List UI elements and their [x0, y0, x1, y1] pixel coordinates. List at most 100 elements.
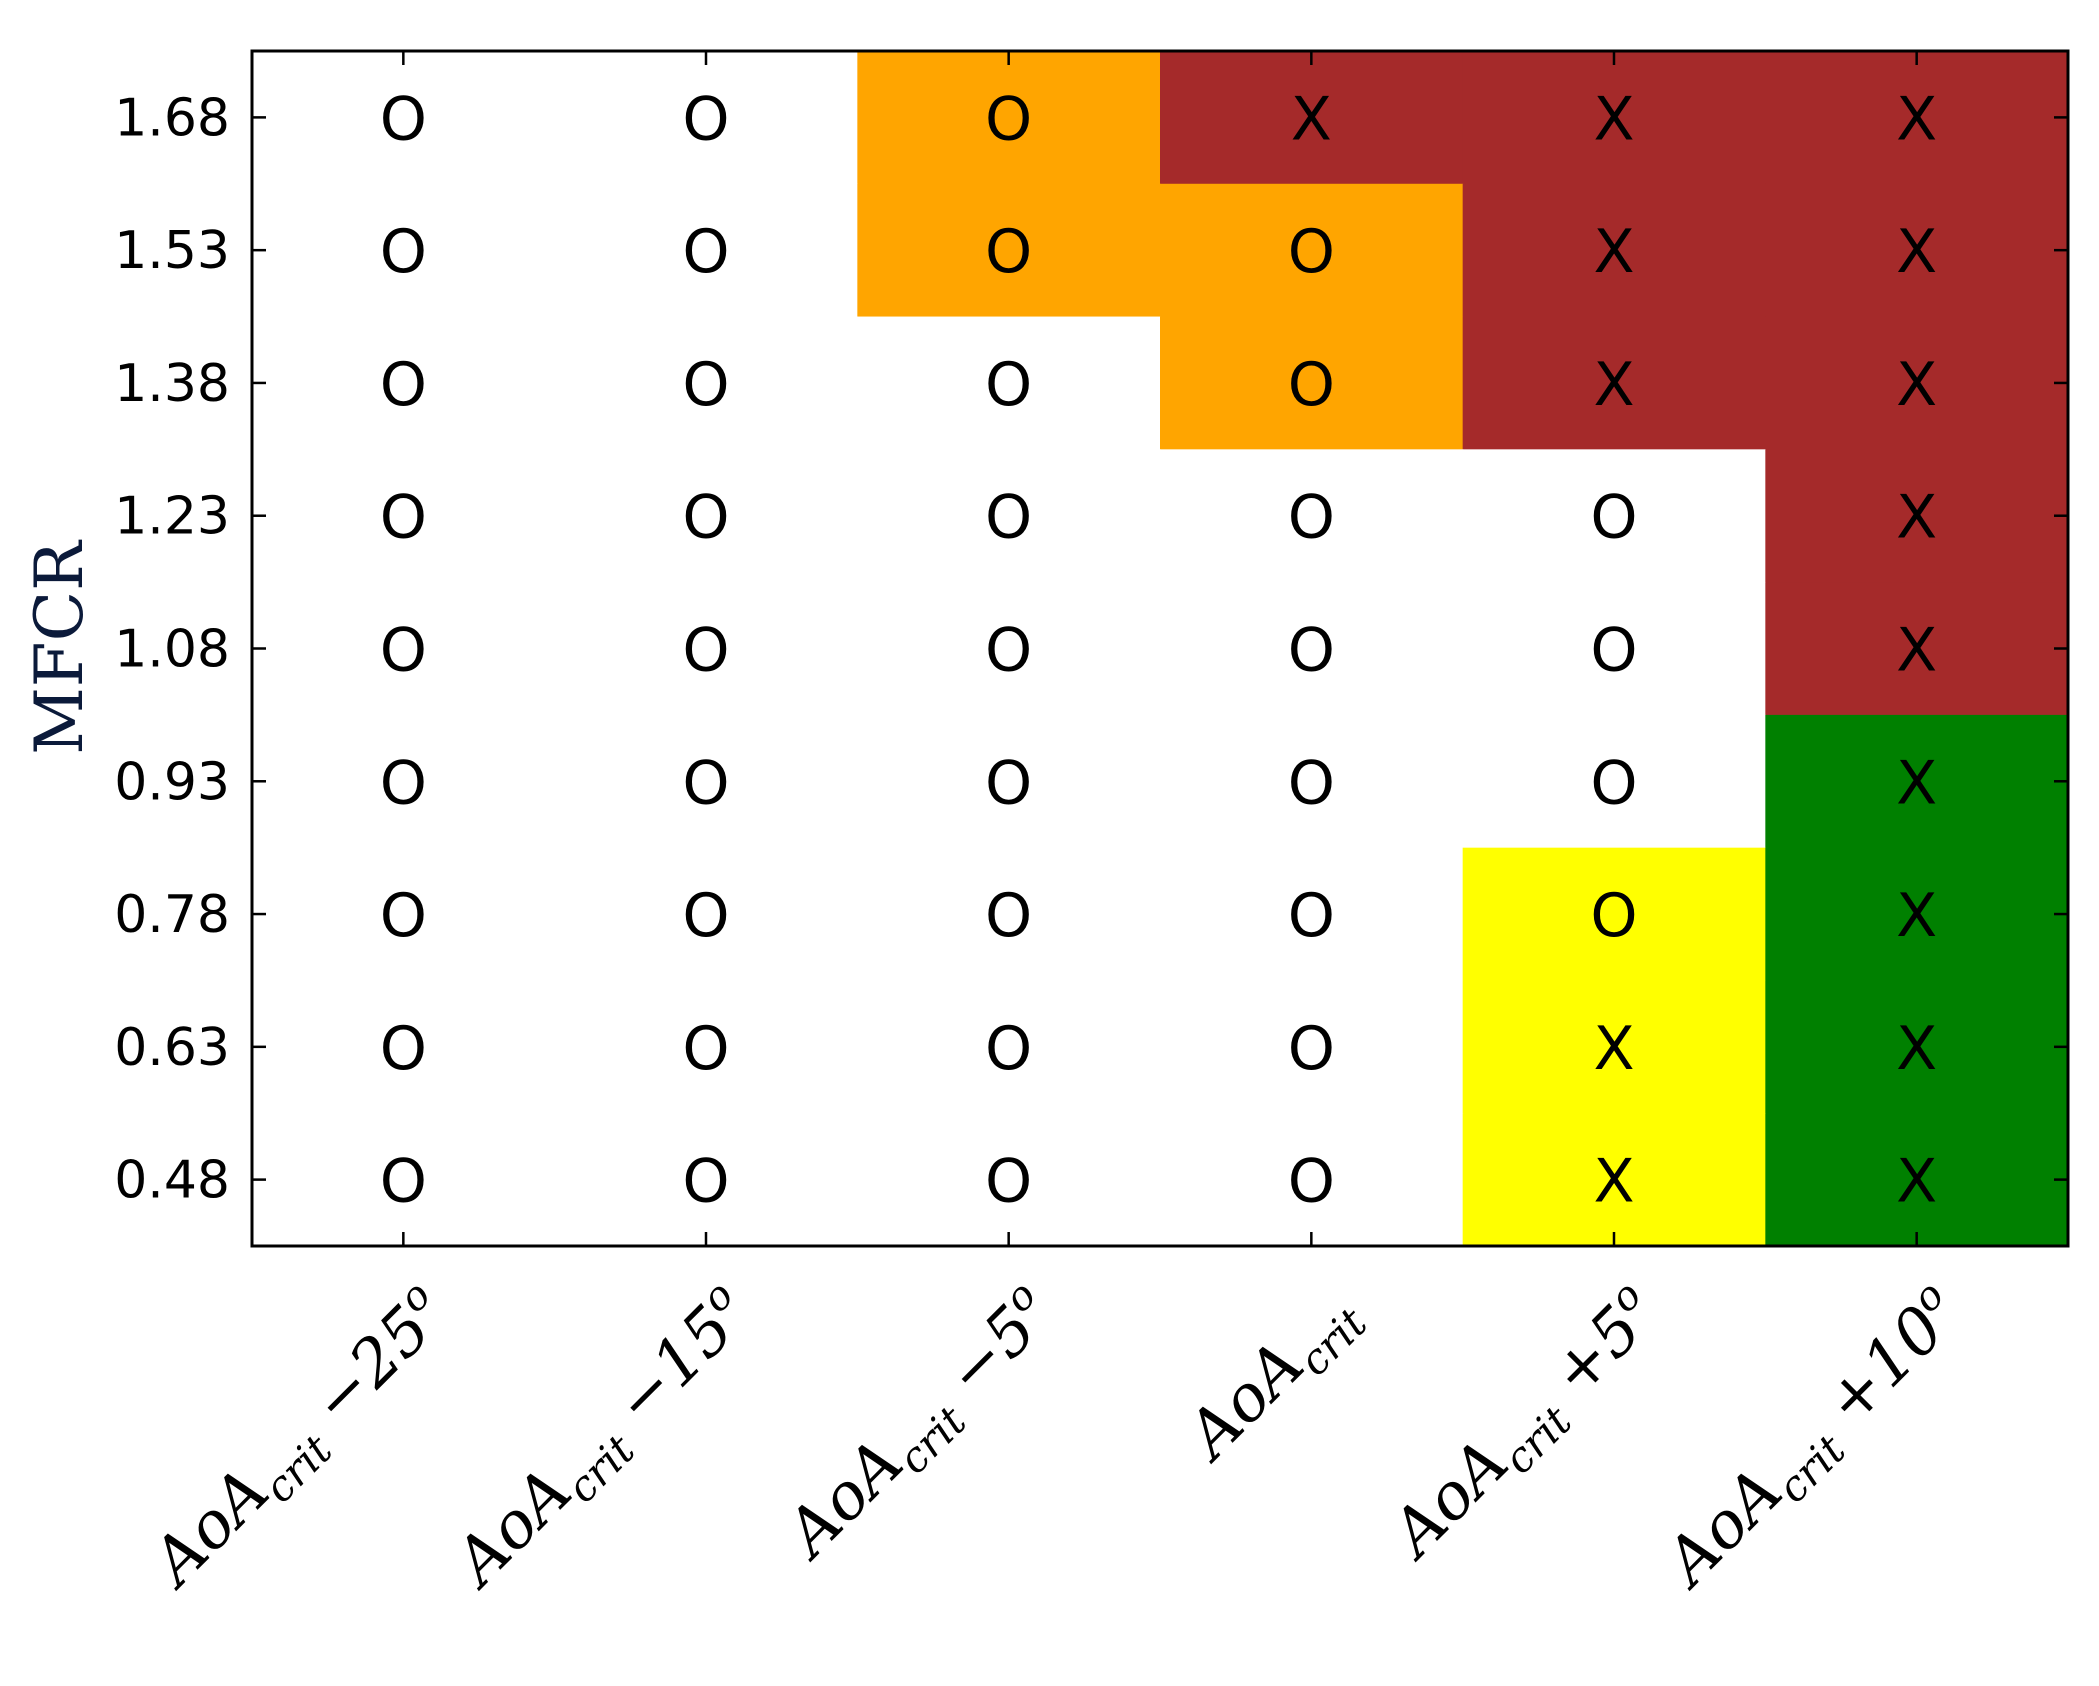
heatmap-cell	[252, 847, 556, 982]
heatmap-cell	[857, 183, 1161, 318]
cell-mark: O	[985, 84, 1032, 154]
cell-mark: O	[380, 217, 427, 287]
cell-mark: O	[682, 616, 729, 686]
heatmap-cell	[554, 847, 858, 982]
y-axis-title: MFCR	[21, 539, 98, 755]
cell-mark: O	[682, 881, 729, 951]
cell-mark: X	[1593, 84, 1634, 154]
heatmap-cell	[1765, 582, 2069, 716]
cell-mark: X	[1593, 1014, 1634, 1084]
heatmap-cell	[554, 980, 858, 1114]
y-tick-label: 0.93	[114, 752, 230, 812]
cell-mark: X	[1896, 84, 1937, 154]
heatmap-cell	[252, 582, 556, 716]
cell-mark: O	[1288, 1014, 1335, 1084]
heatmap-cell	[1462, 714, 1766, 849]
heatmap-cell	[857, 714, 1161, 849]
cell-mark: X	[1896, 483, 1937, 553]
cell-mark: X	[1593, 217, 1634, 287]
cell-mark: O	[380, 616, 427, 686]
y-tick-label: 0.48	[114, 1151, 230, 1211]
heatmap-cell	[554, 316, 858, 450]
x-tick-label: AoAcrit −15o	[435, 1272, 771, 1608]
heatmap-cell	[1765, 449, 2069, 583]
heatmap-cell	[252, 183, 556, 318]
cell-mark: O	[682, 217, 729, 287]
heatmap-cell	[554, 714, 858, 849]
cell-mark: O	[1288, 748, 1335, 818]
cell-mark: O	[380, 748, 427, 818]
cell-mark: O	[1590, 881, 1637, 951]
cell-mark: O	[1288, 881, 1335, 951]
heatmap-cells	[252, 51, 2069, 1247]
y-tick-label: 0.63	[114, 1018, 230, 1078]
y-tick-label: 1.68	[114, 88, 230, 148]
cell-mark: X	[1896, 350, 1937, 420]
heatmap-cell	[252, 714, 556, 849]
heatmap-cell	[1765, 714, 2069, 849]
cell-mark: O	[682, 350, 729, 420]
x-tick-label: AoAcrit	[1170, 1275, 1376, 1481]
axis-ticks	[252, 51, 2068, 1246]
cell-mark: X	[1896, 881, 1937, 951]
y-tick-label: 1.23	[114, 487, 230, 547]
cell-mark: O	[1590, 748, 1637, 818]
heatmap-cell	[1462, 847, 1766, 982]
cell-mark: O	[1590, 616, 1637, 686]
y-tick-labels: 1.68 1.53 1.38 1.23 1.08 0.93 0.78 0.63 0.48	[114, 88, 230, 1210]
y-tick-label: 1.53	[114, 221, 230, 281]
cell-mark: O	[682, 1014, 729, 1084]
cell-mark: O	[682, 84, 729, 154]
heatmap-cell	[1765, 316, 2069, 450]
cell-mark: O	[985, 1014, 1032, 1084]
heatmap-cell	[554, 183, 858, 318]
heatmap-cell	[252, 449, 556, 583]
heatmap-cell	[857, 980, 1161, 1114]
x-tick-label: AoAcrit +5o	[1372, 1272, 1679, 1579]
cell-mark: O	[682, 748, 729, 818]
heatmap-cell	[1160, 1113, 1464, 1247]
heatmap-cell	[1462, 51, 1766, 185]
heatmap-cell	[554, 1113, 858, 1247]
cell-mark: X	[1896, 217, 1937, 287]
x-tick-label: AoAcrit +10o	[1645, 1272, 1981, 1608]
cell-mark: O	[985, 483, 1032, 553]
heatmap-cell	[1765, 1113, 2069, 1247]
heatmap-cell	[252, 1113, 556, 1247]
cell-mark: X	[1896, 616, 1937, 686]
cell-mark: O	[1590, 483, 1637, 553]
cell-mark: O	[985, 350, 1032, 420]
heatmap-cell	[1462, 449, 1766, 583]
cell-mark: X	[1593, 1147, 1634, 1217]
heatmap-cell	[554, 51, 858, 185]
cell-mark: O	[985, 748, 1032, 818]
cell-mark: O	[985, 881, 1032, 951]
cell-mark: O	[380, 483, 427, 553]
heatmap-cell	[1462, 316, 1766, 450]
heatmap-cell	[1765, 847, 2069, 982]
cell-mark: O	[682, 483, 729, 553]
heatmap-cell	[857, 1113, 1161, 1247]
heatmap-cell	[1462, 980, 1766, 1114]
heatmap-cell	[1160, 183, 1464, 318]
cell-mark: O	[380, 881, 427, 951]
heatmap-cell	[857, 582, 1161, 716]
heatmap-cell	[857, 449, 1161, 583]
heatmap-cell	[1160, 582, 1464, 716]
heatmap-cell	[252, 980, 556, 1114]
cell-mark: O	[1288, 616, 1335, 686]
cell-mark: O	[380, 350, 427, 420]
heatmap-cell	[857, 847, 1161, 982]
heatmap-cell	[1462, 582, 1766, 716]
heatmap-cell	[1765, 980, 2069, 1114]
heatmap-cell	[1160, 847, 1464, 982]
heatmap-cell	[1160, 714, 1464, 849]
heatmap-cell	[1160, 316, 1464, 450]
y-tick-label: 1.38	[114, 354, 230, 414]
cell-mark: O	[985, 217, 1032, 287]
cell-mark: X	[1593, 350, 1634, 420]
cell-mark: O	[380, 84, 427, 154]
cell-mark: X	[1896, 1014, 1937, 1084]
